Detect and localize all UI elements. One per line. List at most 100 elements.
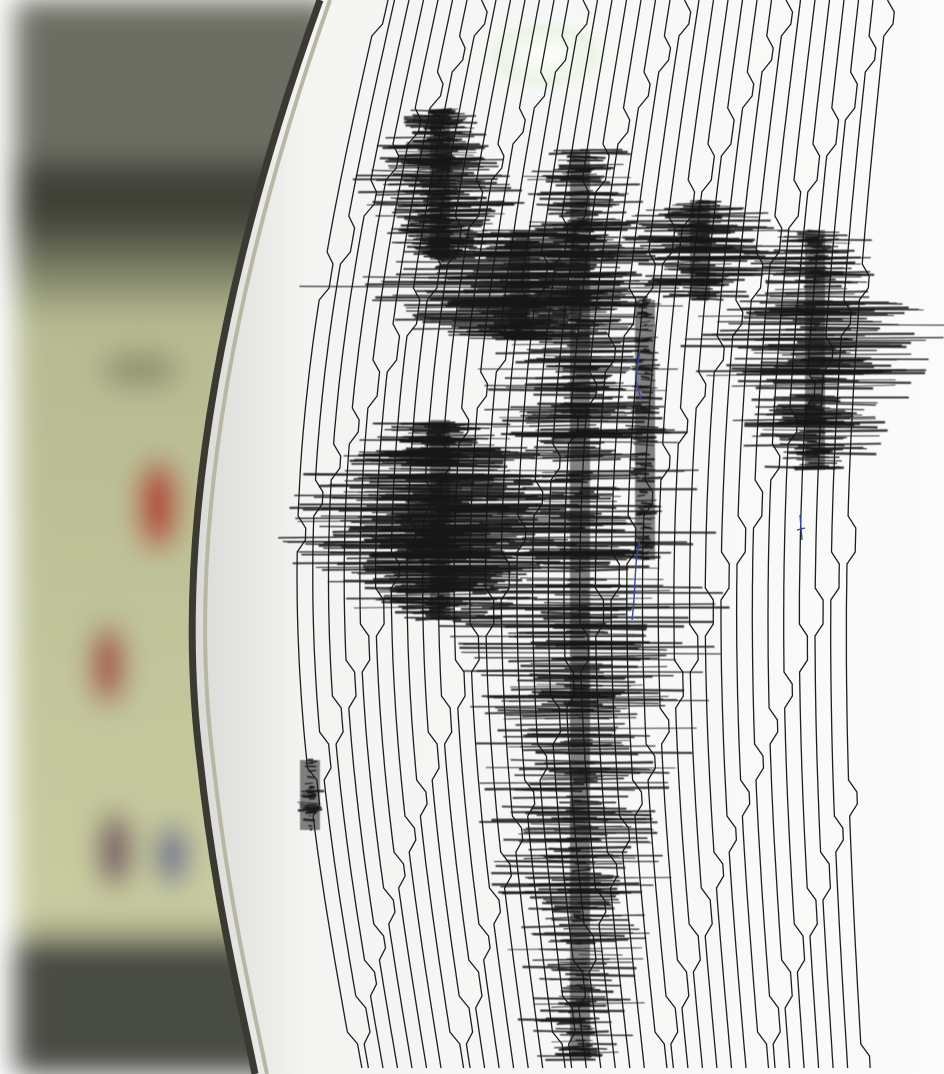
burst-stroke bbox=[385, 493, 472, 497]
burst-stroke bbox=[412, 327, 567, 330]
burst-stroke bbox=[482, 583, 622, 586]
burst-stroke bbox=[542, 470, 685, 473]
burst-stroke bbox=[754, 260, 850, 264]
trace-line bbox=[673, 0, 729, 1069]
trace-line bbox=[610, 0, 672, 1069]
burst-stroke bbox=[760, 371, 926, 375]
burst-stroke bbox=[794, 446, 864, 450]
burst-stroke bbox=[531, 807, 607, 810]
trace-line bbox=[296, 0, 389, 1069]
burst-stroke bbox=[498, 522, 613, 526]
burst-stroke bbox=[780, 379, 896, 381]
burst-stroke bbox=[464, 289, 613, 294]
burst-stroke bbox=[494, 451, 623, 455]
burst-stroke bbox=[484, 384, 642, 387]
burst-core bbox=[690, 200, 710, 300]
burst-stroke bbox=[313, 496, 448, 500]
trace-line bbox=[751, 0, 802, 1069]
burst-stroke bbox=[356, 498, 483, 501]
burst-stroke bbox=[407, 577, 523, 582]
burst-stroke bbox=[470, 283, 621, 288]
burst-stroke bbox=[385, 574, 519, 578]
burst-stroke bbox=[543, 647, 667, 651]
burst-core bbox=[430, 110, 450, 260]
burst-core bbox=[510, 230, 530, 340]
burst-stroke bbox=[546, 639, 650, 643]
burst-stroke bbox=[349, 524, 489, 529]
burst-stroke bbox=[405, 478, 532, 482]
burst-stroke bbox=[527, 178, 603, 181]
burst-stroke bbox=[527, 876, 672, 879]
burst-stroke bbox=[343, 455, 479, 458]
trace-line bbox=[327, 0, 410, 1069]
burst-stroke bbox=[508, 699, 678, 702]
trace-line bbox=[704, 0, 758, 1069]
burst-stroke bbox=[552, 767, 650, 771]
burst-stroke bbox=[448, 331, 560, 335]
burst-stroke bbox=[554, 477, 641, 480]
burst-stroke bbox=[697, 314, 894, 317]
burst-stroke bbox=[383, 538, 470, 542]
burst-stroke bbox=[387, 586, 462, 589]
trace-line bbox=[845, 0, 895, 1069]
burst-stroke bbox=[397, 549, 505, 554]
burst-stroke bbox=[523, 831, 658, 834]
trace-line bbox=[359, 0, 439, 1069]
burst-stroke bbox=[658, 212, 769, 216]
drum-rim bbox=[203, 0, 332, 1074]
drum-edge bbox=[188, 0, 324, 1074]
burst-stroke bbox=[631, 248, 731, 253]
burst-stroke bbox=[470, 556, 627, 561]
burst-stroke bbox=[377, 580, 478, 584]
burst-stroke bbox=[437, 553, 635, 557]
burst-stroke bbox=[461, 651, 721, 655]
burst-stroke bbox=[394, 515, 523, 518]
burst-stroke bbox=[743, 251, 849, 255]
burst-stroke bbox=[555, 183, 640, 187]
bursts bbox=[278, 107, 944, 1061]
burst-stroke bbox=[329, 484, 493, 487]
trace-line bbox=[814, 0, 860, 1069]
burst-stroke bbox=[711, 333, 866, 337]
burst-stroke bbox=[554, 355, 634, 359]
trace-line bbox=[798, 0, 845, 1069]
burst-stroke bbox=[719, 328, 816, 332]
trace-line bbox=[735, 0, 794, 1069]
burst-stroke bbox=[756, 421, 845, 426]
burst-stroke bbox=[437, 472, 521, 476]
burst-stroke bbox=[553, 626, 647, 631]
burst-core bbox=[300, 760, 320, 830]
burst-stroke bbox=[362, 563, 540, 568]
burst-stroke bbox=[788, 451, 877, 456]
burst-stroke bbox=[508, 541, 694, 546]
burst-core bbox=[805, 230, 825, 470]
burst-stroke bbox=[385, 135, 475, 139]
burst-stroke bbox=[551, 518, 632, 520]
burst-stroke bbox=[555, 370, 626, 374]
trace-line bbox=[688, 0, 744, 1069]
burst-stroke bbox=[540, 427, 600, 431]
trace-line bbox=[657, 0, 715, 1069]
trace-line bbox=[830, 0, 877, 1069]
burst-stroke bbox=[539, 769, 655, 771]
burst-stroke bbox=[528, 727, 697, 730]
burst-stroke bbox=[547, 701, 659, 705]
glare bbox=[465, 10, 625, 100]
burst-stroke bbox=[516, 238, 614, 241]
burst-stroke bbox=[469, 603, 716, 607]
burst-stroke bbox=[765, 317, 843, 321]
burst-stroke bbox=[405, 546, 520, 551]
burst-stroke bbox=[577, 566, 660, 569]
burst-stroke bbox=[525, 497, 612, 501]
burst-core bbox=[430, 420, 450, 620]
burst-stroke bbox=[509, 432, 622, 437]
burst-stroke bbox=[459, 333, 549, 338]
burst-stroke bbox=[517, 265, 621, 269]
burst-stroke bbox=[511, 343, 612, 346]
burst-stroke bbox=[433, 108, 458, 111]
burst-stroke bbox=[396, 475, 523, 479]
burst-stroke bbox=[392, 537, 514, 540]
handwriting bbox=[631, 349, 806, 621]
burst-stroke bbox=[531, 932, 650, 935]
